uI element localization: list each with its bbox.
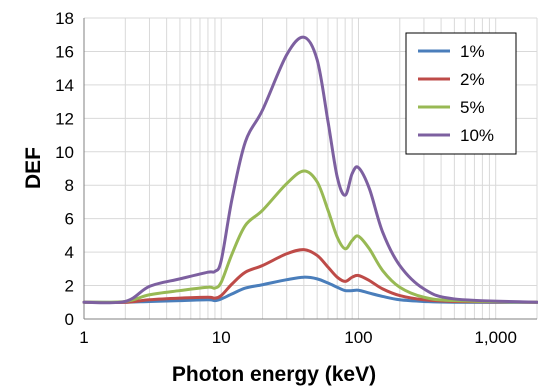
x-axis-title: Photon energy (keV) <box>172 363 376 386</box>
y-tick-label: 10 <box>55 143 74 162</box>
y-tick-label: 2 <box>65 277 74 296</box>
y-tick-label: 16 <box>55 42 74 61</box>
legend-label: 10% <box>460 126 494 145</box>
y-tick-label: 6 <box>65 210 74 229</box>
x-tick-label: 10 <box>212 328 231 347</box>
series-line-2pct <box>82 248 538 304</box>
y-tick-label: 8 <box>65 176 74 195</box>
x-tick-label: 100 <box>344 328 372 347</box>
y-tick-label: 12 <box>55 109 74 128</box>
legend-label: 2% <box>460 70 485 89</box>
axes <box>83 18 537 320</box>
legend-label: 5% <box>460 98 485 117</box>
y-tick-label: 14 <box>55 76 74 95</box>
y-tick-label: 4 <box>65 243 74 262</box>
legend-label: 1% <box>460 42 485 61</box>
y-tick-labels: 0 2 4 6 8 10 12 14 16 18 <box>55 9 74 329</box>
series-line-5pct <box>82 169 538 304</box>
x-tick-label: 1,000 <box>474 328 517 347</box>
x-tick-labels: 1 10 100 1,000 <box>79 328 517 347</box>
y-axis-title: DEF <box>22 147 45 189</box>
series-line-10pct <box>82 35 538 305</box>
legend: 1% 2% 5% 10% <box>405 32 517 155</box>
legend-items: 1% 2% 5% 10% <box>418 42 494 145</box>
y-tick-label: 0 <box>65 310 74 329</box>
x-tick-label: 1 <box>79 328 88 347</box>
series-lines <box>82 35 538 305</box>
series-line-1pct <box>82 275 538 304</box>
y-tick-label: 18 <box>55 9 74 28</box>
